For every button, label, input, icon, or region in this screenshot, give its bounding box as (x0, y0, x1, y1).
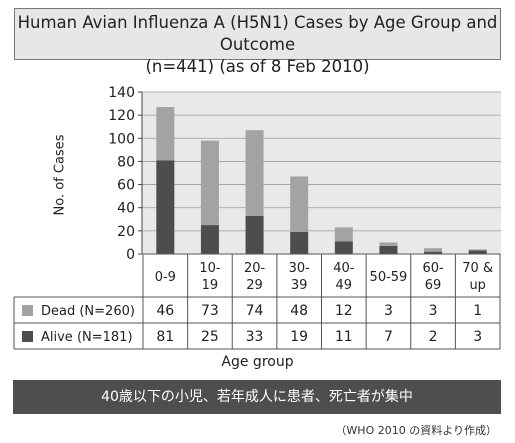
bar-alive (200, 225, 219, 254)
bar-alive (424, 251, 443, 254)
category-label: 30-39 (289, 261, 311, 293)
table-value-dead: 73 (201, 303, 219, 319)
table-value-dead: 12 (335, 303, 353, 319)
table-value-alive: 7 (384, 329, 393, 345)
y-tick-label: 40 (117, 201, 135, 217)
table-value-dead: 48 (290, 303, 308, 319)
bar-dead (200, 140, 219, 226)
category-label: 60-69 (422, 261, 444, 293)
plot-background (142, 92, 501, 254)
table-value-alive: 11 (335, 329, 353, 345)
bar-alive (290, 232, 309, 254)
table-value-alive: 25 (201, 329, 219, 345)
category-label: 50-59 (370, 270, 408, 285)
bar-dead (290, 176, 309, 233)
legend-label-dead: Dead (N=260) (41, 304, 135, 319)
table-value-dead: 3 (384, 303, 393, 319)
chart-area: 0 20 40 60 80 100 120 140 0-9 10-19 20-29 30-39 40-4… (13, 85, 501, 350)
x-axis-label: Age group (221, 354, 294, 370)
bar-alive (245, 215, 264, 254)
y-tick-label: 80 (117, 154, 135, 170)
table-value-alive: 81 (156, 329, 174, 345)
table-value-alive: 3 (473, 329, 482, 345)
category-label: 20-29 (244, 261, 266, 293)
bar-dead (334, 227, 353, 242)
table-value-alive: 33 (246, 329, 264, 345)
table-value-alive: 19 (290, 329, 308, 345)
bar-dead (468, 249, 487, 251)
y-tick-label: 0 (126, 247, 135, 263)
legend-label-alive: Alive (N=181) (41, 330, 133, 345)
bar-alive (379, 245, 398, 254)
bar-alive (334, 241, 353, 254)
chart-title: Human Avian Influenza A (H5N1) Cases by … (17, 13, 498, 54)
y-tick-label: 120 (108, 108, 135, 124)
legend-swatch-alive (22, 331, 33, 342)
y-tick-label: 140 (108, 85, 135, 101)
source-note: （WHO 2010 の資料より作成） (335, 424, 497, 437)
chart-title-box: Human Avian Influenza A (H5N1) Cases by … (14, 8, 501, 76)
category-label: 70 & up (462, 261, 493, 293)
bar-dead (245, 130, 264, 216)
category-label: 40-49 (333, 261, 355, 293)
table-value-dead: 74 (246, 303, 264, 319)
table-value-alive: 2 (429, 329, 438, 345)
category-label: 10-19 (199, 261, 221, 293)
y-tick-label: 100 (108, 131, 135, 147)
bar-dead (424, 248, 443, 252)
bar-dead (156, 107, 175, 161)
category-label: 0-9 (155, 270, 176, 285)
table-value-dead: 46 (156, 303, 174, 319)
summary-banner: 40歳以下の小児、若年成人に患者、死亡者が集中 (13, 380, 501, 414)
y-tick-label: 60 (117, 178, 135, 194)
chart-subtitle: (n=441) (as of 8 Feb 2010) (145, 57, 370, 76)
bar-alive (156, 160, 175, 254)
bar-alive (468, 250, 487, 254)
table-value-dead: 3 (429, 303, 438, 319)
y-tick-label: 20 (117, 224, 135, 240)
bar-dead (379, 242, 398, 246)
legend-swatch-dead (22, 305, 33, 316)
table-value-dead: 1 (473, 303, 482, 319)
